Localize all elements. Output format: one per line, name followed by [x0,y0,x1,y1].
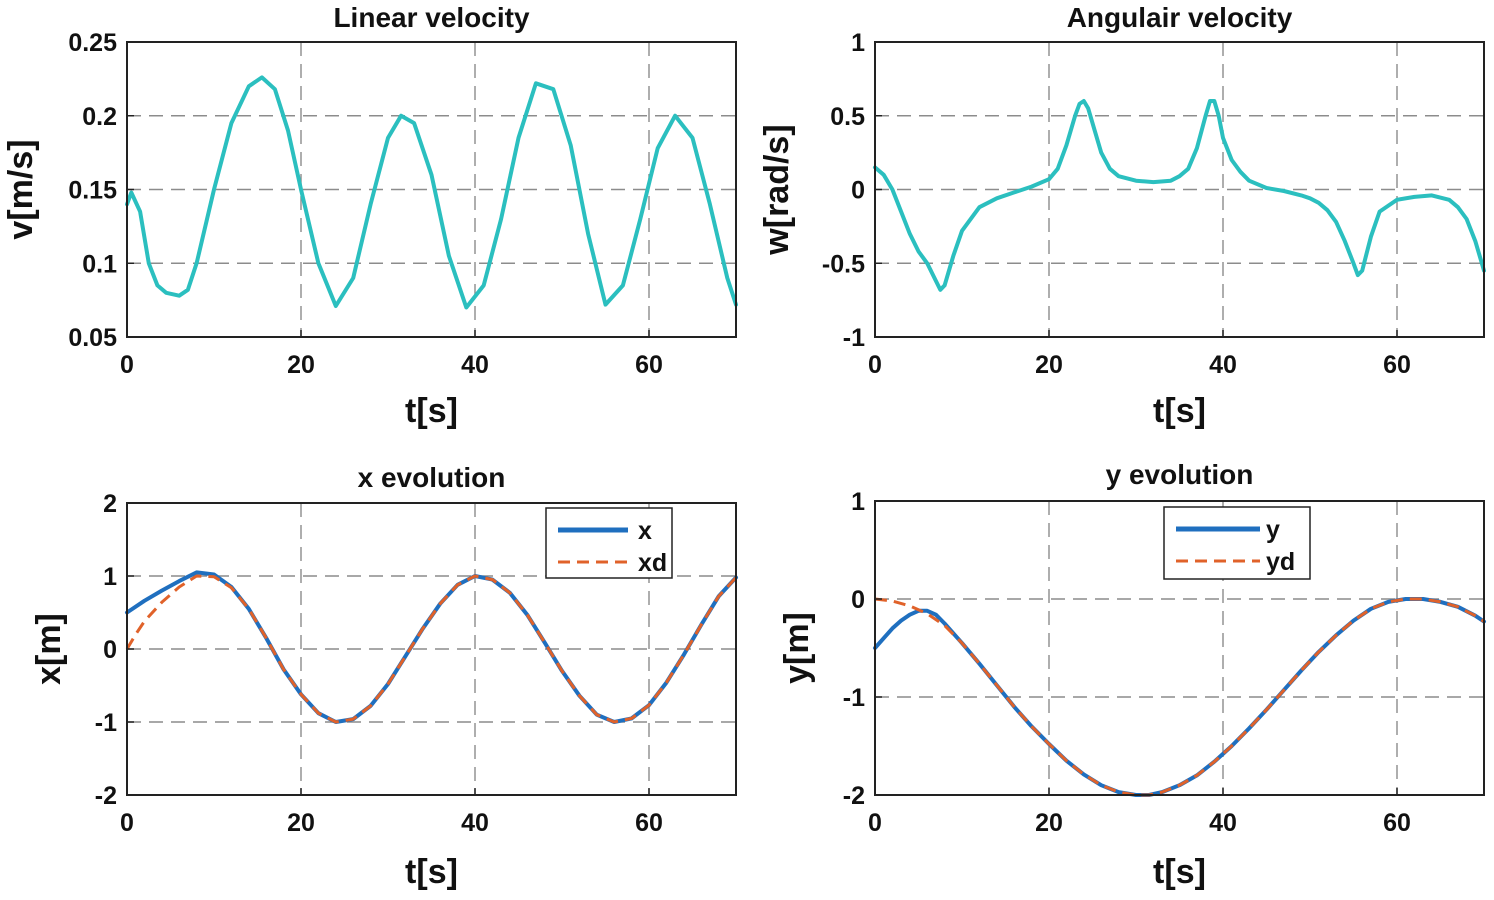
y-axis-label: v[m/s] [2,139,40,239]
legend-label-xd: xd [638,549,667,577]
y-tick-label: -2 [843,782,865,810]
y-tick-label: -2 [95,782,117,810]
x-tick-label: 20 [287,351,315,379]
y-tick-label: -1 [843,684,865,712]
x-tick-label: 40 [1209,809,1237,837]
y-tick-label: 0.05 [68,324,117,352]
legend-box [1163,506,1311,580]
x-tick-label: 0 [120,809,134,837]
y-axis-label: x[m] [30,613,68,685]
y-tick-label: 0.1 [82,250,117,278]
x-tick-label: 20 [1035,351,1063,379]
y-tick-label: 0 [851,177,865,205]
subplot-3: 0 20 40 60 -2 -1 0 1 2 x evolution t[s] x[m] x xd [30,462,738,891]
y-tick-label: -1 [843,324,865,352]
x-tick-label: 40 [1209,351,1237,379]
y-axis-label: w[rad/s] [758,124,796,255]
y-tick-label: -0.5 [822,250,865,278]
x-axis-label: t[s] [405,392,458,430]
x-tick-label: 60 [635,809,663,837]
y-tick-label: 0.15 [68,177,117,205]
y-tick-label: 1 [851,29,865,57]
y-axis-label: y[m] [778,612,816,684]
chart-title: Angulair velocity [1067,2,1293,33]
subplot-4: 0 20 40 60 -2 -1 0 1 y evolution t[s] y[m] y yd [778,459,1486,891]
y-tick-label: 0 [851,586,865,614]
x-tick-label: 0 [868,351,882,379]
legend-label-yd: yd [1266,548,1295,576]
legend-box [545,507,673,579]
subplot-1: 0 20 40 60 0.05 0.1 0.15 0.2 0.25 Linear velocity… [2,2,738,430]
legend: y yd [1163,506,1311,580]
y-tick-label: 0.25 [68,29,117,57]
x-tick-label: 0 [868,809,882,837]
y-tick-label: 0.5 [830,103,865,131]
y-tick-label: 1 [103,563,117,591]
legend: x xd [545,507,673,579]
legend-label-x: x [638,517,652,545]
x-tick-label: 60 [635,351,663,379]
subplot-2: 0 20 40 60 -1 -0.5 0 0.5 1 Angulair velocity t[s] w… [758,2,1486,430]
series-line-w [873,99,1486,292]
x-tick-label: 40 [461,809,489,837]
y-tick-label: 0.2 [82,103,117,131]
chart-title: Linear velocity [333,2,530,33]
x-tick-label: 60 [1383,351,1411,379]
legend-label-y: y [1266,516,1280,544]
x-axis-label: t[s] [1153,392,1206,430]
chart-title: x evolution [358,462,506,493]
y-tick-label: -1 [95,709,117,737]
axes-frame [874,500,1485,796]
x-tick-label: 40 [461,351,489,379]
y-tick-label: 0 [103,636,117,664]
x-tick-label: 0 [120,351,134,379]
y-tick-label: 2 [103,490,117,518]
x-axis-label: t[s] [1153,853,1206,891]
y-tick-label: 1 [851,488,865,516]
x-tick-label: 20 [1035,809,1063,837]
series-line-xd [125,574,738,724]
x-tick-label: 60 [1383,809,1411,837]
series-line-v [125,75,738,310]
chart-title: y evolution [1106,459,1254,490]
x-tick-label: 20 [287,809,315,837]
x-axis-label: t[s] [405,853,458,891]
series-line-yd [874,597,1485,797]
